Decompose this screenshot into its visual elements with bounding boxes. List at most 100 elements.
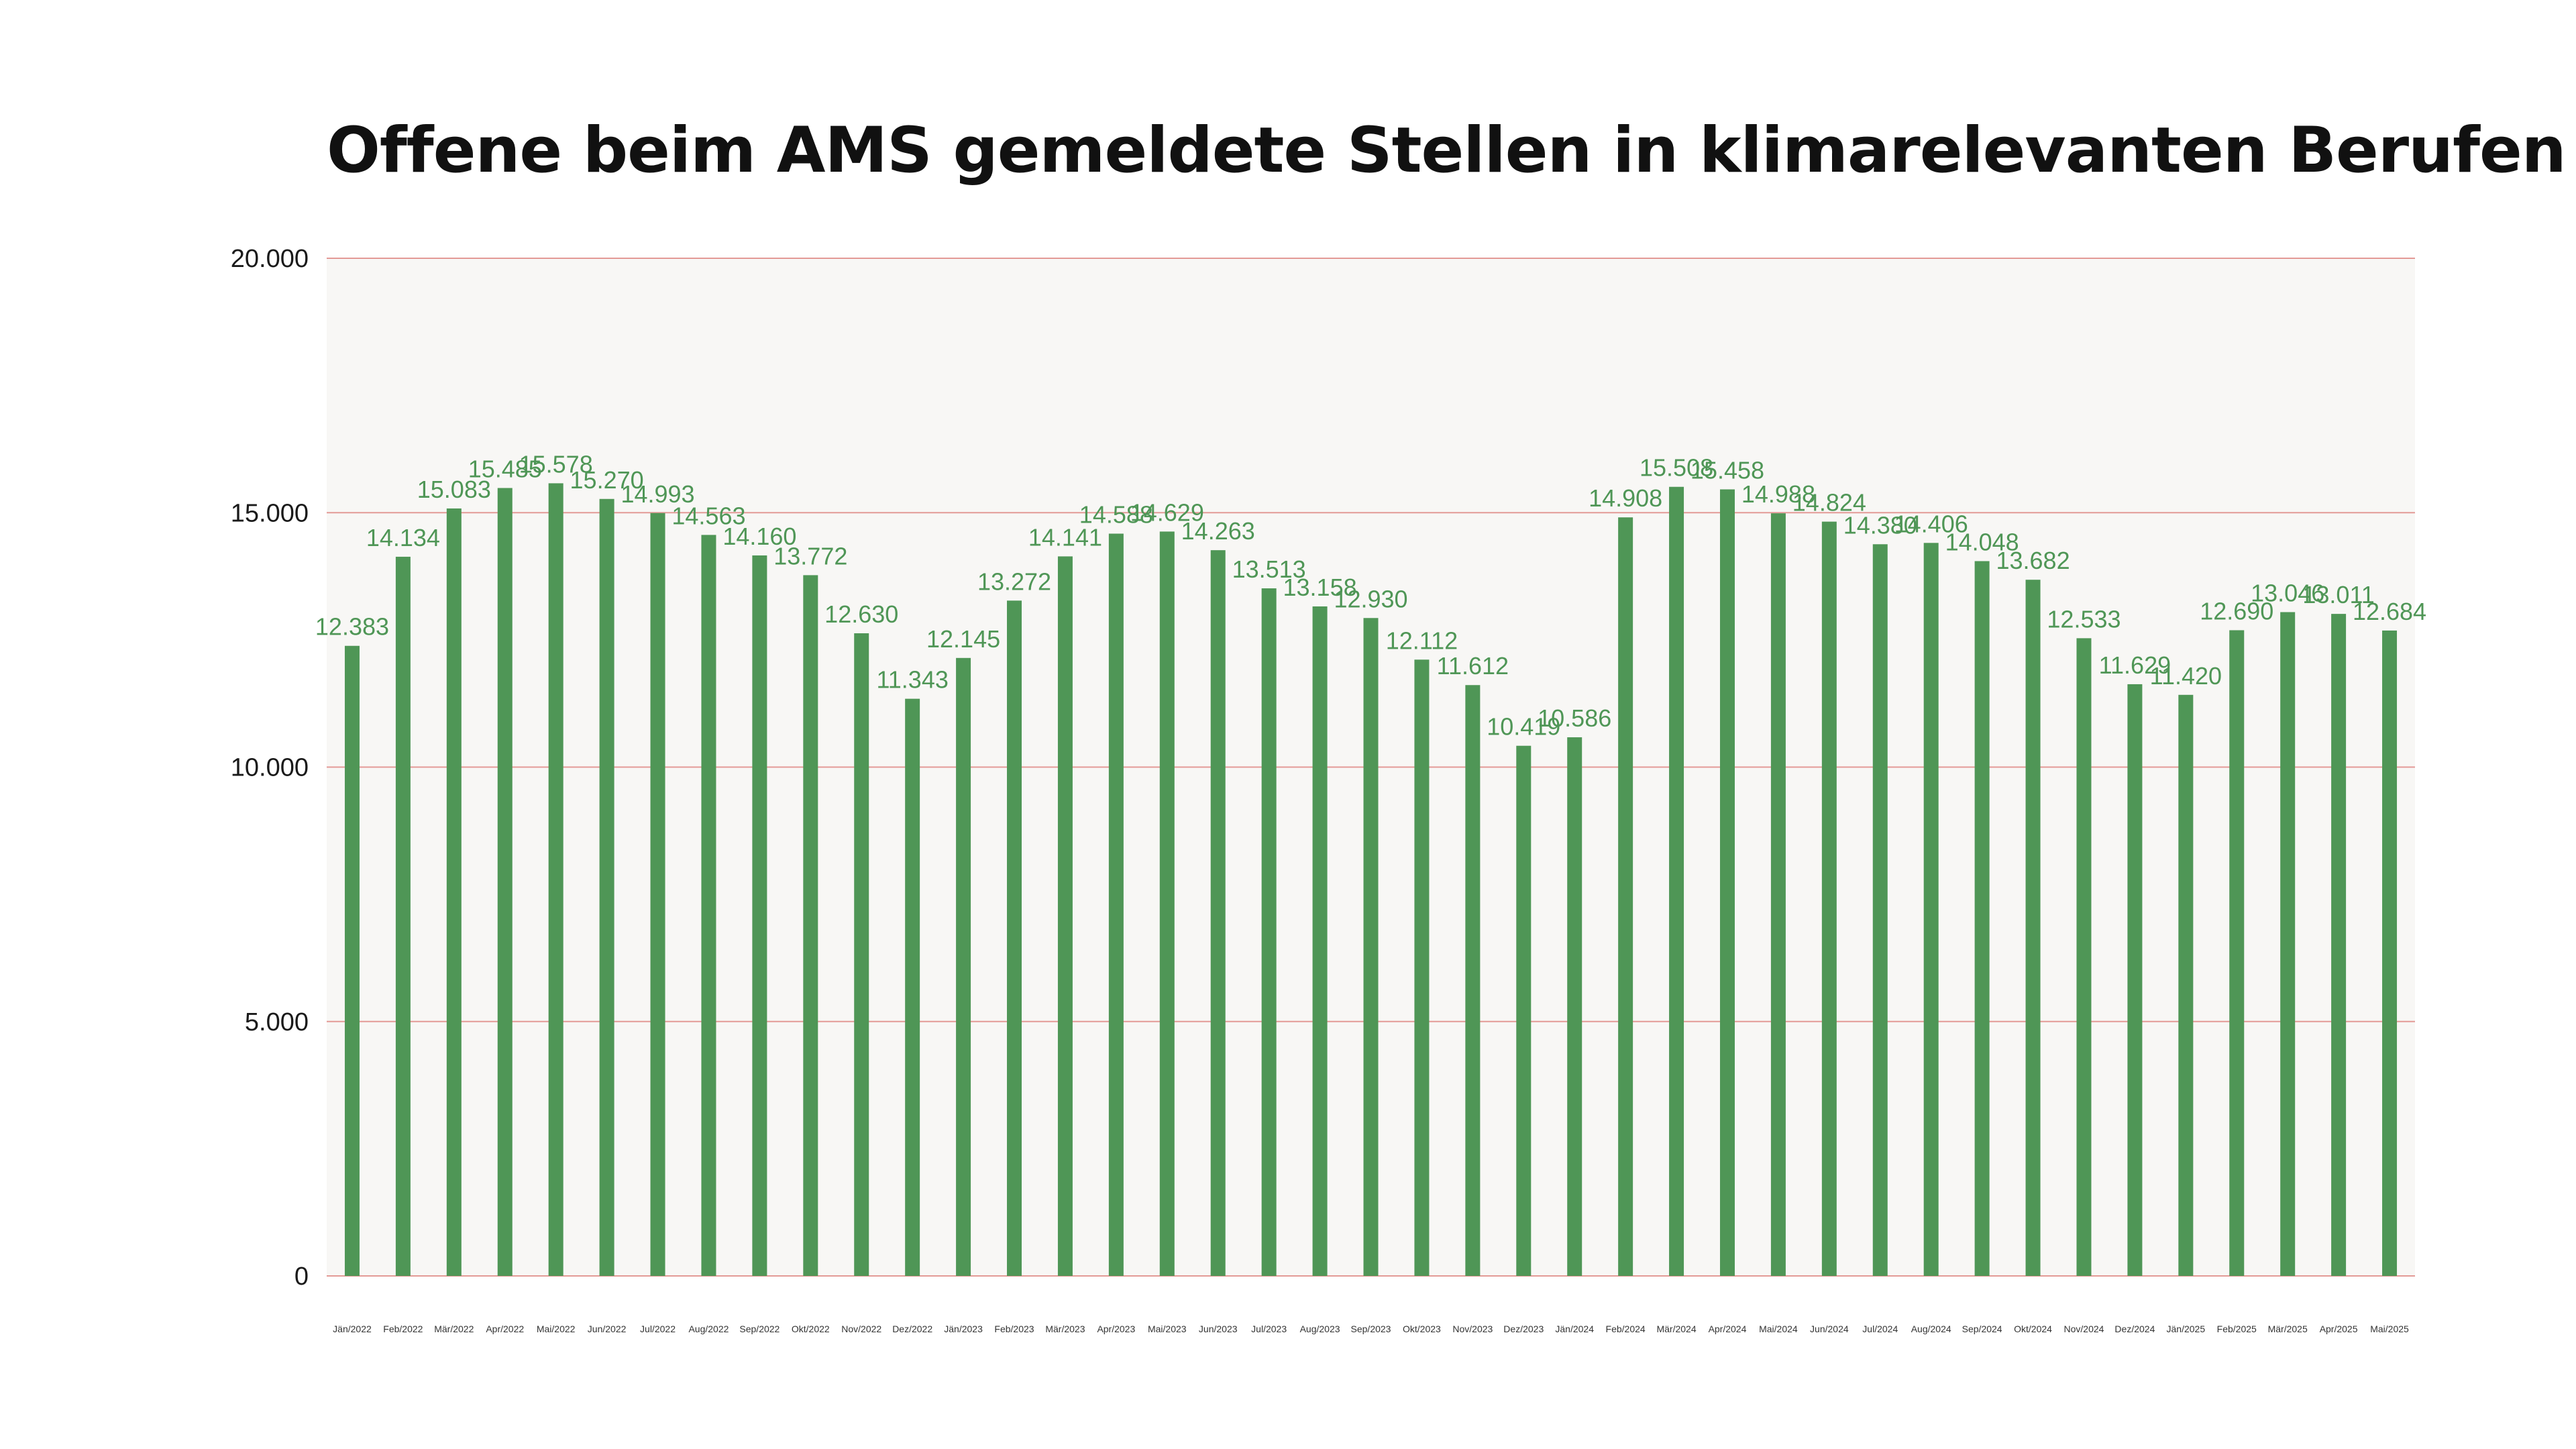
bar [956,657,971,1276]
bar [854,633,869,1276]
bar [1821,521,1837,1276]
bar [650,513,665,1276]
data-label: 12.383 [315,613,389,641]
x-tick-label: Sep/2023 [1351,1324,1391,1334]
data-label: 15.508 [1640,454,1713,482]
data-label: 13.772 [773,542,847,570]
y-tick-label: 15.000 [231,499,309,527]
data-label: 14.380 [1843,511,1917,539]
x-tick-label: Mär/2023 [1045,1324,1085,1334]
x-tick-label: Apr/2022 [486,1324,524,1334]
data-label: 14.160 [722,523,796,550]
bar [1974,561,1990,1276]
x-tick-label: Feb/2023 [994,1324,1034,1334]
bar [1618,517,1633,1276]
data-label: 12.930 [1334,585,1407,612]
x-tick-label: Mär/2022 [434,1324,474,1334]
bar [599,498,614,1276]
bar [344,645,360,1276]
bar [2178,694,2194,1276]
x-tick-label: Jän/2023 [944,1324,983,1334]
x-tick-label: Mai/2025 [2370,1324,2409,1334]
bar [2331,614,2347,1276]
bar [1465,685,1481,1276]
x-tick-label: Jul/2023 [1251,1324,1287,1334]
data-label: 12.630 [824,600,898,628]
data-label: 12.533 [2047,605,2121,633]
bar [1108,533,1124,1276]
data-label: 13.513 [1232,555,1306,583]
data-label: 14.908 [1589,484,1662,512]
x-tick-label: Sep/2022 [739,1324,780,1334]
x-tick-label: Okt/2022 [792,1324,830,1334]
bar [1007,600,1022,1276]
data-label: 10.419 [1487,713,1560,741]
bar [803,575,818,1276]
bar [1312,606,1328,1276]
bar [1669,486,1684,1276]
x-tick-label: Okt/2023 [1403,1324,1441,1334]
x-tick-label: Apr/2023 [1097,1324,1135,1334]
bar [1567,737,1582,1276]
x-tick-label: Dez/2022 [892,1324,932,1334]
bar [2025,580,2041,1277]
bar [2229,630,2245,1276]
bar [905,698,920,1276]
data-label: 14.048 [1945,528,2019,555]
x-tick-label: Apr/2024 [1709,1324,1747,1334]
bar [446,508,462,1276]
bar [1159,531,1175,1276]
x-tick-label: Jän/2022 [333,1324,372,1334]
y-axis-tick-labels: 0 5.000 10.000 15.000 20.000 [231,245,309,1291]
x-tick-label: Nov/2022 [841,1324,881,1334]
data-label: 15.270 [570,466,644,494]
data-label: 14.134 [366,524,440,551]
bar [497,488,513,1276]
x-tick-label: Aug/2024 [1911,1324,1951,1334]
bar [752,555,767,1276]
data-label: 14.406 [1894,510,1968,537]
data-label: 13.272 [977,568,1051,595]
bar [2280,612,2296,1276]
x-tick-label: Mär/2025 [2268,1324,2308,1334]
bar [395,556,411,1277]
x-tick-label: Jän/2025 [2167,1324,2206,1334]
data-label: 14.993 [621,480,694,508]
bar [548,483,564,1276]
x-tick-label: Mai/2024 [1759,1324,1798,1334]
x-tick-label: Jän/2024 [1555,1324,1594,1334]
x-tick-label: Aug/2022 [688,1324,729,1334]
data-label: 14.629 [1130,498,1204,526]
data-label: 15.083 [417,476,491,503]
y-tick-label: 0 [294,1263,309,1291]
bar [2076,638,2092,1276]
x-tick-label: Sep/2024 [1962,1324,2002,1334]
data-label: 13.046 [2251,579,2324,606]
x-tick-label: Dez/2024 [2114,1324,2155,1334]
x-tick-label: Nov/2024 [2064,1324,2104,1334]
bar [1719,489,1735,1276]
x-tick-label: Jul/2024 [1862,1324,1898,1334]
x-tick-label: Okt/2024 [2014,1324,2052,1334]
y-tick-label: 5.000 [245,1008,309,1036]
x-tick-label: Jul/2022 [640,1324,676,1334]
y-tick-label: 10.000 [231,754,309,782]
data-label: 12.112 [1386,627,1458,654]
data-label: 14.263 [1181,517,1255,545]
data-label: 13.682 [1996,547,2070,574]
bar [701,535,716,1276]
bar [2127,684,2143,1276]
x-axis-tick-labels: Jän/2022 Feb/2022 Mär/2022 Apr/2022 Mai/2022… [333,1324,2409,1334]
data-label: 12.684 [2353,598,2426,625]
data-label: 14.588 [1079,501,1153,529]
bars [344,483,2398,1277]
data-label: 14.824 [1792,489,1866,517]
bar [1414,659,1430,1276]
data-label: 15.578 [519,450,593,478]
bar [1516,745,1532,1276]
data-label: 14.988 [1741,480,1815,508]
bar [1210,550,1226,1277]
x-tick-label: Jun/2022 [588,1324,627,1334]
x-tick-label: Nov/2023 [1452,1324,1493,1334]
